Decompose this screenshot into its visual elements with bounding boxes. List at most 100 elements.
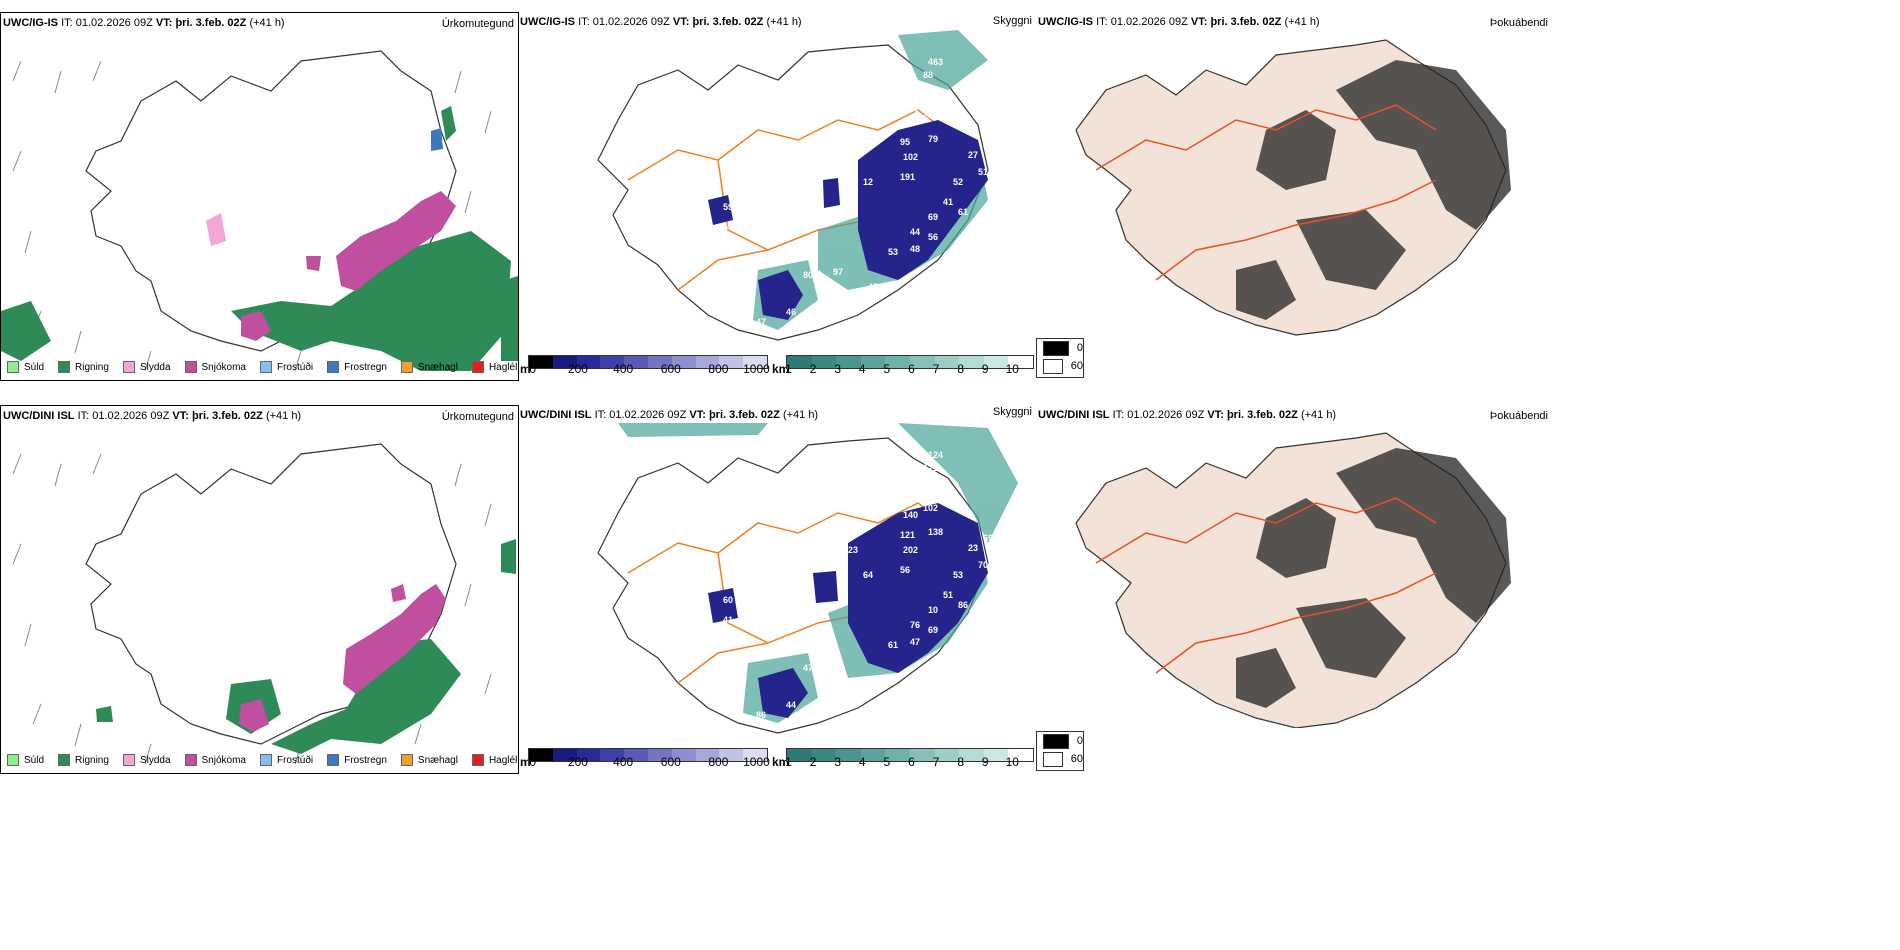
- visibility-unit: km: [772, 755, 790, 769]
- cloud-height-label: 7: [780, 202, 785, 212]
- cloud-height-labels: 124 121 69 135 86 138 140 102 121 138 123 202 23 53 56…: [723, 450, 998, 743]
- cloud-height-label: 86: [903, 497, 913, 507]
- init-time: 01.02.2026 09Z: [592, 16, 670, 28]
- legend-label: Haglél: [488, 361, 518, 373]
- cloud-height-label: 121: [900, 530, 915, 540]
- valid-time: þri. 3.feb. 02Z: [708, 409, 780, 421]
- precip-legend: Súld Rigning Slydda Snjókoma Frostúði Fr…: [7, 361, 518, 373]
- fog-legend-top: 0 60: [1036, 338, 1084, 378]
- cloud-base-areas: [708, 503, 988, 718]
- tick-label: 9: [981, 755, 989, 769]
- cloud-height-label: 123: [843, 545, 858, 555]
- legend-swatch: [1043, 340, 1069, 356]
- fog-legend-row: 0: [1037, 732, 1083, 750]
- panel-header: UWC/IG-IS IT: 01.02.2026 09Z VT: þri. 3.…: [520, 16, 802, 29]
- init-time: 01.02.2026 09Z: [75, 17, 153, 29]
- init-time: 01.02.2026 09Z: [609, 409, 687, 421]
- cloud-height-label: 60: [723, 595, 733, 605]
- legend-item-hail: Haglél: [471, 754, 517, 766]
- valid-time: þri. 3.feb. 02Z: [191, 410, 263, 422]
- legend-swatch: [122, 754, 135, 766]
- road-network: [1095, 497, 1437, 674]
- lead-time: (+41 h): [1300, 409, 1337, 421]
- cloud-height-label: 51: [943, 590, 953, 600]
- cloud-height-label: 1: [988, 182, 993, 192]
- legend-label: 60: [1070, 360, 1083, 372]
- legend-swatch: [1043, 358, 1063, 374]
- cloud-unit: m: [520, 755, 531, 769]
- valid-label: VT:: [172, 410, 189, 422]
- legend-item-snow-grains: Snæhagl: [400, 361, 458, 373]
- panel-header: UWC/IG-IS IT: 01.02.2026 09Z VT: þri. 3.…: [1038, 16, 1320, 29]
- precip-legend: Súld Rigning Slydda Snjókoma Frostúði Fr…: [7, 754, 518, 766]
- panel-header: UWC/DINI ISL IT: 01.02.2026 09Z VT: þri.…: [3, 410, 301, 423]
- init-label: IT:: [594, 409, 607, 421]
- legend-swatch: [1043, 733, 1069, 749]
- cloud-height-label: 56: [900, 565, 910, 575]
- legend-swatch: [259, 754, 272, 766]
- init-label: IT:: [77, 410, 90, 422]
- tick-label: 6: [908, 755, 915, 769]
- init-time: 01.02.2026 09Z: [1127, 409, 1205, 421]
- cloud-base-colorbar: [528, 748, 768, 762]
- cloud-height-label: 43: [868, 282, 878, 292]
- tick-label: 1: [785, 755, 792, 769]
- legend-item-snow-grains: Snæhagl: [400, 754, 458, 766]
- cloud-height-label: 46: [786, 307, 796, 317]
- legend-label: Frostúði: [276, 361, 314, 373]
- valid-time: þri. 3.feb. 02Z: [1210, 16, 1282, 28]
- cloud-height-label: 41: [723, 615, 733, 625]
- cloud-height-label: 52: [843, 700, 853, 710]
- cloud-height-label: 128: [903, 117, 918, 127]
- tick-label: 800: [708, 755, 729, 769]
- cloud-height-label: 86: [756, 710, 766, 720]
- cloud-height-label: 59: [723, 202, 733, 212]
- legend-swatch: [184, 754, 197, 766]
- tick-label: 7: [932, 362, 940, 376]
- legend-swatch: [7, 361, 19, 373]
- cloud-height-label: 86: [958, 600, 968, 610]
- cloud-height-label: 191: [900, 172, 915, 182]
- legend-item-rain: Rigning: [58, 361, 109, 373]
- legend-label: Snæhagl: [417, 361, 458, 373]
- cloud-height-label: 36: [776, 340, 786, 350]
- cloud-height-label: 52: [953, 177, 963, 187]
- legend-label: Rigning: [75, 754, 109, 766]
- valid-label: VT:: [672, 16, 690, 28]
- cloud-height-label: 47: [756, 317, 766, 327]
- init-time: 01.02.2026 09Z: [1110, 16, 1188, 28]
- cloud-height-label: 23: [968, 543, 978, 553]
- cloud-height-label: 27: [968, 150, 978, 160]
- cloud-height-label: 79: [928, 134, 938, 144]
- panel-header: UWC/DINI ISL IT: 01.02.2026 09Z VT: þri.…: [520, 409, 818, 422]
- fog-legend-row: 0: [1037, 339, 1083, 357]
- lead-time: (+41 h): [249, 17, 285, 29]
- tick-label: 800: [708, 362, 729, 376]
- legend-label: Súld: [24, 361, 45, 373]
- cloud-height-label: 44: [786, 700, 796, 710]
- legend-label: Snjókoma: [201, 754, 246, 766]
- tick-label: 9: [981, 362, 989, 376]
- fog-legend-row: 60: [1037, 357, 1083, 375]
- legend-item-drizzle: Súld: [7, 754, 44, 766]
- cloud-height-label: 135: [873, 495, 888, 505]
- tick-label: 5: [883, 362, 891, 376]
- panel-title: Skyggni: [992, 15, 1032, 27]
- legend-label: Frostregn: [344, 754, 387, 766]
- cloud-colorbar-ticks: 0 200 400 600 800 1000: [528, 755, 769, 769]
- cloud-height-label: 47: [803, 663, 813, 673]
- legend-item-snow: Snjókoma: [184, 754, 246, 766]
- cloud-height-label: 53: [953, 570, 963, 580]
- model-name: UWC/IG-IS: [520, 16, 575, 28]
- cloud-height-labels: 463 88 75 108 114 12 128 21 95 79 82 102 27 52 191 12 61…: [723, 57, 993, 350]
- cloud-height-label: 69: [983, 533, 993, 543]
- fog-index-panel-bottom: UWC/DINI ISL IT: 01.02.2026 09Z VT: þri.…: [1036, 405, 1552, 730]
- cloud-height-label: 12: [870, 112, 880, 122]
- model-name: UWC/DINI ISL: [520, 409, 592, 421]
- legend-swatch: [58, 754, 71, 766]
- cloud-height-label: 45: [983, 140, 993, 150]
- init-time: 01.02.2026 09Z: [92, 410, 170, 422]
- tick-label: 7: [932, 755, 940, 769]
- cloud-height-label: 33: [833, 660, 843, 670]
- wind-barbs: [12, 453, 492, 764]
